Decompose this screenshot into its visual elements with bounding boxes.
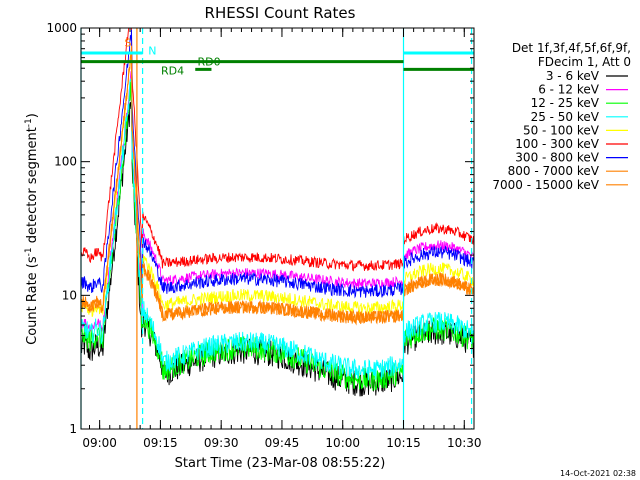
timestamp: 14-Oct-2021 02:38 — [560, 469, 636, 478]
legend-label: 300 - 800 keV — [515, 151, 599, 165]
flag-label: RD0 — [197, 56, 220, 69]
legend-label: 100 - 300 keV — [515, 137, 599, 151]
series-line — [80, 52, 475, 317]
y-axis-label-part: Count Rate (s — [25, 256, 40, 345]
x-tick-label: 10:30 — [447, 436, 482, 450]
legend-label: 6 - 12 keV — [538, 83, 600, 97]
series-traces — [80, 27, 475, 397]
legend-label: 50 - 100 keV — [523, 123, 600, 137]
legend-label: 7000 - 15000 keV — [492, 178, 599, 192]
y-axis-label-sup: -1 — [24, 247, 34, 256]
x-tick-label: 10:15 — [386, 436, 421, 450]
y-axis-label-part: ) — [25, 113, 40, 118]
x-tick-label: 09:30 — [204, 436, 239, 450]
y-tick-label: 1 — [69, 422, 77, 436]
flag-label: S — [125, 36, 132, 49]
plot-frame — [80, 27, 475, 430]
legend-header-detectors: Det 1f,3f,4f,5f,6f,9f, — [512, 41, 631, 55]
flag-label: N — [148, 44, 156, 57]
legend-label: 800 - 7000 keV — [508, 164, 600, 178]
x-tick-label: 09:45 — [265, 436, 300, 450]
series-line — [80, 29, 475, 299]
x-tick-label: 09:15 — [143, 436, 178, 450]
attenuator-markers: S N RD0 RD4 — [80, 28, 474, 429]
x-tick-label: 10:00 — [325, 436, 360, 450]
y-axis-label: Count Rate (s-1 detector segment-1) — [24, 113, 40, 345]
legend-label: 3 - 6 keV — [546, 69, 600, 83]
flag-label: RD4 — [161, 65, 184, 78]
axis-ticks: 09:00 09:15 09:30 09:45 10:00 10:15 10:30 1 10 10… — [46, 21, 481, 450]
y-tick-label: 10 — [62, 288, 77, 302]
y-axis-label-part: detector segment — [25, 127, 40, 247]
legend-label: 25 - 50 keV — [531, 110, 600, 124]
y-tick-label: 100 — [54, 155, 77, 169]
x-tick-label: 09:00 — [82, 436, 117, 450]
chart-title: RHESSI Count Rates — [205, 4, 356, 22]
series-line — [80, 70, 475, 333]
y-axis-label-sup: -1 — [24, 118, 34, 127]
series-line — [80, 50, 475, 325]
y-tick-label: 1000 — [46, 21, 77, 35]
legend-header-decimation: FDecim 1, Att 0 — [538, 55, 631, 69]
legend-label: 12 - 25 keV — [531, 96, 600, 110]
legend: Det 1f,3f,4f,5f,6f,9f, FDecim 1, Att 0 3… — [492, 41, 631, 192]
series-line — [80, 27, 475, 272]
series-line — [80, 78, 475, 381]
x-axis-label: Start Time (23-Mar-08 08:55:22) — [175, 456, 386, 471]
